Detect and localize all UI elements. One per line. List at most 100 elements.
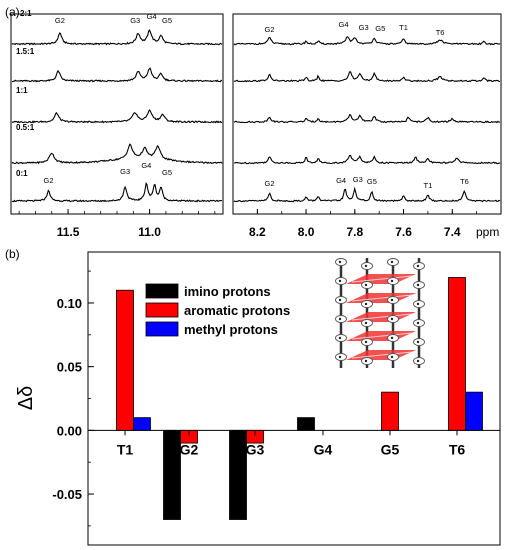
- nucleotide-dot: [390, 317, 394, 321]
- category-label: G4: [314, 441, 333, 457]
- ratio-label: 2:1: [20, 9, 32, 18]
- tetrad-line: [351, 351, 413, 359]
- imino-trace-4: [11, 182, 223, 203]
- aromatic-trace-4: [233, 186, 501, 203]
- legend-label: methyl protons: [184, 322, 278, 337]
- peak-label: G2: [55, 16, 65, 25]
- panel-b-label: (b): [5, 247, 20, 261]
- bar-methyl-protons-T6: [465, 391, 483, 431]
- bar-y-axis: -0.05 0.00 0.05 0.10: [52, 270, 94, 527]
- x-tick-label: 7.4: [444, 225, 461, 239]
- bar-imino-protons-G2: [163, 429, 181, 520]
- ppm-unit-label: ppm: [476, 225, 499, 239]
- legend-swatch: [145, 321, 179, 337]
- x-tick-label: 7.8: [346, 225, 363, 239]
- nucleotide-dot: [416, 302, 420, 306]
- y-tick-label: 0.05: [57, 360, 82, 375]
- peak-label: G4: [147, 12, 157, 21]
- y-tick-label: 0.00: [57, 423, 82, 438]
- nucleotide-dot: [416, 283, 420, 287]
- ratio-label: 0.5:1: [16, 123, 35, 132]
- x-tick-label: 7.6: [395, 225, 412, 239]
- right-spectrum-frame: [232, 13, 502, 215]
- legend-swatch: [145, 302, 179, 318]
- nucleotide-dot: [416, 321, 420, 325]
- aromatic-trace-3: [234, 154, 501, 165]
- legend-label: aromatic protons: [184, 303, 290, 318]
- ratio-labels: 2:1 1.5:1 1:1 0.5:1 0:1: [16, 9, 35, 178]
- imino-trace-2: [11, 109, 223, 124]
- category-label: G2: [180, 441, 199, 457]
- aromatic-trace-1: [233, 71, 500, 83]
- nucleotide-dot: [390, 279, 394, 283]
- spectrum-x-axes: 11.5 11.0 8.2 8.0 7.8 7.6 7.4: [18, 209, 502, 239]
- nucleotide-dot: [416, 359, 420, 363]
- peak-label: G5: [162, 16, 172, 25]
- nucleotide-dot: [390, 298, 394, 302]
- nucleotide-dot: [364, 321, 368, 325]
- peak-label: G3: [353, 175, 363, 184]
- imino-trace-0: [11, 29, 223, 46]
- nmr-spectra-group: [11, 29, 501, 203]
- nucleotide-dot: [390, 355, 394, 359]
- nucleotide-dot: [390, 336, 394, 340]
- y-axis-label: Δδ: [15, 386, 37, 411]
- nucleotide-dot: [338, 355, 342, 359]
- nucleotide-dot: [338, 260, 342, 264]
- x-tick-label: 11.5: [57, 225, 80, 239]
- bar-category-labels: T1 G2 G3 G4 G5 T6: [117, 430, 466, 457]
- peak-label: G3: [359, 23, 369, 32]
- aromatic-trace-0: [233, 36, 501, 46]
- peak-label: G5: [162, 168, 172, 177]
- peak-label: G3: [130, 16, 140, 25]
- y-tick-label: 0.10: [57, 296, 82, 311]
- bar-aromatic-protons-T1: [116, 289, 134, 431]
- nucleotide-dot: [364, 340, 368, 344]
- imino-trace-1: [12, 67, 223, 83]
- tetrad-line: [351, 332, 413, 340]
- aromatic-trace-2: [233, 114, 501, 124]
- imino-trace-3: [11, 143, 223, 165]
- y-tick-label: -0.05: [52, 487, 82, 502]
- peak-label: T6: [436, 28, 445, 37]
- peak-label: G4: [336, 176, 346, 185]
- category-label: G5: [381, 441, 400, 457]
- bar-methyl-protons-T1: [133, 417, 151, 431]
- nucleotide-dot: [338, 298, 342, 302]
- nucleotide-dot: [416, 340, 420, 344]
- peak-labels: G2 G3 G4 G5 G2 G3 G4 G5 G2 G4 G3 G5 T1 T6 G2 G4 G3 G5 T1 T6: [43, 12, 468, 190]
- tetrad-line: [351, 275, 413, 283]
- quadruplex-schematic-icon: [335, 258, 425, 368]
- peak-label: G4: [141, 161, 151, 170]
- legend-swatch: [145, 283, 179, 299]
- peak-label: G5: [375, 24, 385, 33]
- nucleotide-dot: [338, 317, 342, 321]
- nucleotide-dot: [416, 264, 420, 268]
- nucleotide-dot: [364, 264, 368, 268]
- tetrad-line: [351, 294, 413, 302]
- panel-a-label: (a): [5, 5, 20, 19]
- category-label: T6: [449, 441, 466, 457]
- tetrad-line: [351, 313, 413, 321]
- ratio-label: 0:1: [16, 169, 28, 178]
- peak-label: G3: [120, 167, 130, 176]
- bar-aromatic-protons-G5: [381, 391, 399, 431]
- nucleotide-dot: [364, 359, 368, 363]
- peak-label: T6: [460, 177, 469, 186]
- bar-imino-protons-G4: [297, 417, 315, 431]
- nucleotide-dot: [390, 260, 394, 264]
- nucleotide-dot: [338, 336, 342, 340]
- peak-label: T1: [399, 23, 408, 32]
- peak-label: G2: [265, 179, 275, 188]
- nucleotide-dot: [338, 279, 342, 283]
- x-tick-label: 8.2: [249, 225, 266, 239]
- ratio-label: 1.5:1: [16, 47, 35, 56]
- peak-label: G2: [265, 25, 275, 34]
- nucleotide-dot: [364, 283, 368, 287]
- peak-label: G4: [339, 20, 349, 29]
- x-tick-label: 11.0: [138, 225, 161, 239]
- bar-aromatic-protons-T6: [448, 277, 466, 431]
- legend: imino protons aromatic protons methyl prot…: [145, 283, 290, 337]
- legend-label: imino protons: [184, 284, 271, 299]
